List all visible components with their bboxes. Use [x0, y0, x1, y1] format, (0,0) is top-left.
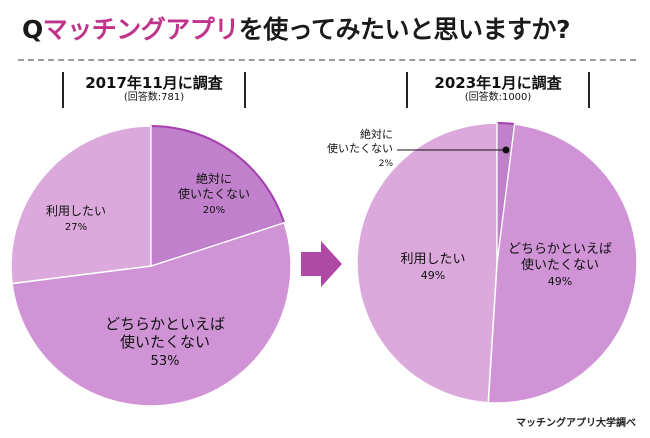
page-title: Qマッチングアプリを使ってみたいと思いますか? — [22, 10, 571, 46]
source-note: マッチングアプリ大学調べ — [516, 418, 636, 429]
slice-label: 使いたくない — [327, 142, 393, 155]
slice-label: 使いたくない — [178, 186, 250, 201]
slice-label: 絶対に — [360, 127, 393, 141]
title-divider — [18, 59, 636, 61]
title-prefix: Q — [22, 15, 43, 44]
survey-period: 2023年1月に調査 — [434, 74, 562, 92]
slice-value-label: 2% — [379, 159, 394, 169]
slice-label: 使いたくない — [521, 257, 599, 273]
slice-value-label: 20% — [203, 205, 225, 216]
slice-value-label: 27% — [65, 222, 87, 233]
slice-value-label: 49% — [421, 269, 445, 282]
slice-label: 絶対に — [196, 171, 232, 186]
title-rest: を使ってみたいと思いますか? — [238, 15, 571, 44]
pie-slice — [10, 125, 152, 285]
leader-dot — [502, 146, 510, 154]
title-highlight: マッチングアプリ — [42, 15, 240, 44]
slice-label: 利用したい — [400, 252, 465, 267]
survey-header-2023: 2023年1月に調査 (回答数:1000) — [406, 72, 590, 108]
slice-label: どちらかといえば — [508, 242, 612, 257]
slice-label: 使いたくない — [120, 333, 210, 351]
slice-label: 利用したい — [46, 204, 106, 218]
survey-sample-size: (回答数:1000) — [464, 92, 532, 103]
survey-header-2017: 2017年11月に調査 (回答数:781) — [62, 72, 246, 108]
slice-value-label: 49% — [548, 275, 572, 288]
pie-slice — [150, 124, 286, 268]
pie-slice — [11, 221, 292, 407]
slice-value-label: 53% — [151, 354, 180, 369]
arrow-icon — [301, 241, 342, 287]
slice-label: どちらかといえば — [105, 315, 225, 333]
survey-period: 2017年11月に調査 — [85, 74, 223, 92]
pie-slice — [487, 123, 638, 404]
survey-sample-size: (回答数:781) — [123, 92, 185, 103]
pie-slice — [356, 122, 498, 404]
